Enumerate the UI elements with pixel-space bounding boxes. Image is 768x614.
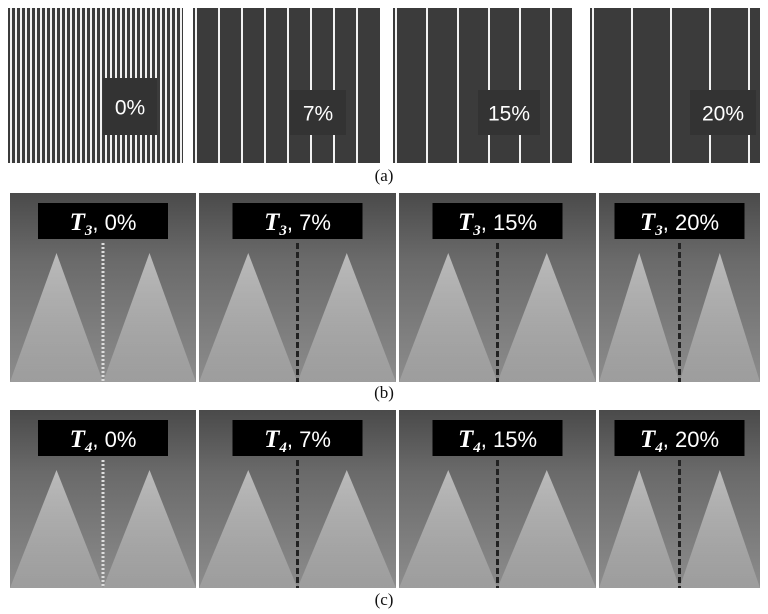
label-text: , 20% xyxy=(663,427,719,452)
stripe xyxy=(670,8,672,163)
label-text: , 7% xyxy=(287,210,331,235)
stripe xyxy=(45,8,47,163)
stripe xyxy=(287,8,289,163)
stripe xyxy=(310,8,312,163)
stripe xyxy=(241,8,243,163)
stripe xyxy=(10,8,12,163)
stripe xyxy=(90,8,92,163)
stripe xyxy=(519,8,521,163)
stripe xyxy=(457,8,459,163)
panel-label: T3, 7% xyxy=(264,209,331,239)
stripe xyxy=(40,8,42,163)
stripe xyxy=(165,8,167,163)
label-text: , 7% xyxy=(287,427,331,452)
panel-label: 15% xyxy=(488,103,530,126)
panel-label: 20% xyxy=(702,103,744,126)
stripe xyxy=(748,8,750,163)
stripe xyxy=(75,8,77,163)
stripe xyxy=(65,8,67,163)
panel-label: 0% xyxy=(115,97,145,120)
stripe xyxy=(95,8,97,163)
panel-label: T4, 7% xyxy=(264,426,331,456)
panel-label: T4, 15% xyxy=(458,426,537,456)
caption: (b) xyxy=(374,383,394,402)
figure: (a) (b) (c) 0% 7% 15% 20% T3, 0% T3, 7% T3, 15… xyxy=(0,0,768,614)
stripe xyxy=(55,8,57,163)
panel-label: T4, 20% xyxy=(640,426,719,456)
stripe xyxy=(631,8,633,163)
panel-label: T3, 15% xyxy=(458,209,537,239)
caption: (a) xyxy=(375,166,394,185)
label-text: , 20% xyxy=(663,210,719,235)
panel-label: T3, 0% xyxy=(70,209,137,239)
stripe xyxy=(264,8,266,163)
panel-label: T3, 20% xyxy=(640,209,719,239)
stripe xyxy=(170,8,172,163)
stripe xyxy=(30,8,32,163)
stripe xyxy=(20,8,22,163)
pattern-panel xyxy=(590,8,760,163)
stripe xyxy=(333,8,335,163)
stripe xyxy=(180,8,182,163)
stripe xyxy=(550,8,552,163)
stripe xyxy=(25,8,27,163)
stripe xyxy=(70,8,72,163)
label-text: , 15% xyxy=(481,427,537,452)
stripe xyxy=(85,8,87,163)
label-text: , 15% xyxy=(481,210,537,235)
stripe xyxy=(195,8,197,163)
pattern-panel xyxy=(193,8,380,163)
stripe xyxy=(709,8,711,163)
panel-label: 7% xyxy=(303,103,333,126)
stripe xyxy=(592,8,594,163)
stripe xyxy=(160,8,162,163)
stripe xyxy=(15,8,17,163)
stripe xyxy=(60,8,62,163)
stripe xyxy=(50,8,52,163)
stripe xyxy=(175,8,177,163)
label-text: , 0% xyxy=(92,210,136,235)
stripe xyxy=(35,8,37,163)
pattern-panel xyxy=(393,8,572,163)
caption: (c) xyxy=(375,590,394,609)
stripe xyxy=(80,8,82,163)
panel-label: T4, 0% xyxy=(70,426,137,456)
stripe xyxy=(218,8,220,163)
stripe xyxy=(356,8,358,163)
stripe xyxy=(488,8,490,163)
stripe xyxy=(100,8,102,163)
stripe xyxy=(426,8,428,163)
label-text: , 0% xyxy=(92,427,136,452)
stripe xyxy=(395,8,397,163)
